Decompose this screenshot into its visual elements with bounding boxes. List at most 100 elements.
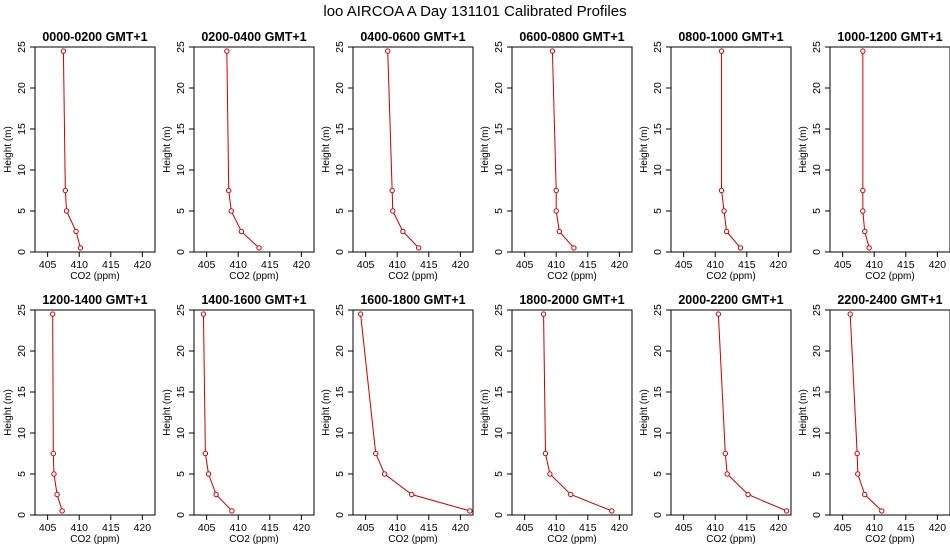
profile-panel: 0800-1000 GMT+1 405 410 415 420 CO2 (ppm) 0 5 10… — [639, 30, 792, 282]
profile-point — [467, 508, 473, 514]
y-tick-label: 25 — [493, 41, 505, 53]
x-tick-label: 405 — [675, 259, 693, 271]
y-axis-label: Height (m) — [162, 126, 173, 173]
x-tick-label: 420 — [452, 522, 470, 534]
y-tick-label: 15 — [493, 123, 505, 135]
y-axis-label: Height (m) — [639, 126, 650, 173]
x-tick-label: 420 — [293, 522, 311, 534]
figure-title: loo AIRCOA A Day 131101 Calibrated Profi… — [323, 3, 626, 20]
y-tick-label: 15 — [334, 386, 346, 398]
x-tick-label: 410 — [865, 522, 883, 534]
plot-frame — [670, 309, 792, 516]
profile-point — [59, 508, 65, 514]
profile-point — [63, 208, 70, 214]
profile-point — [77, 245, 84, 251]
profile-point — [571, 245, 577, 251]
x-tick-label: 420 — [452, 259, 470, 271]
profile-point — [415, 245, 422, 251]
profile-point — [860, 187, 866, 194]
profile-point — [547, 471, 553, 477]
profile-point — [389, 187, 395, 194]
profile-point — [49, 311, 56, 317]
x-tick-label: 420 — [611, 259, 629, 271]
y-tick-label: 20 — [811, 82, 823, 94]
profile-point — [862, 228, 868, 235]
panel-title: 1200-1400 GMT+1 — [42, 293, 147, 307]
profile-line — [226, 51, 260, 249]
x-tick-label: 420 — [134, 522, 152, 534]
profile-point — [879, 508, 885, 514]
x-tick-label: 405 — [834, 259, 852, 271]
profile-line — [849, 314, 883, 512]
x-tick-label: 415 — [420, 522, 438, 534]
y-tick-label: 15 — [16, 123, 28, 135]
y-tick-label: 10 — [811, 427, 823, 439]
x-tick-label: 410 — [70, 522, 88, 534]
x-tick-label: 410 — [865, 259, 883, 271]
panel-title: 0000-0200 GMT+1 — [42, 30, 147, 44]
y-tick-label: 20 — [811, 345, 823, 357]
profile-point — [213, 491, 219, 498]
y-tick-label: 15 — [811, 386, 823, 398]
x-tick-label: 415 — [261, 259, 279, 271]
plot-frame — [193, 309, 315, 516]
x-tick-label: 415 — [738, 522, 756, 534]
x-tick-label: 420 — [611, 522, 629, 534]
y-tick-label: 15 — [493, 386, 505, 398]
profile-point — [400, 228, 406, 235]
x-axis-label: CO2 (ppm) — [706, 271, 755, 282]
profile-point — [860, 48, 866, 54]
y-tick-label: 25 — [16, 304, 28, 316]
y-tick-label: 15 — [175, 386, 187, 398]
profile-point — [409, 491, 415, 498]
panel-title: 1000-1200 GMT+1 — [837, 30, 942, 44]
profile-point — [866, 245, 872, 251]
y-axis-label: Height (m) — [3, 389, 14, 436]
y-tick-label: 25 — [16, 41, 28, 53]
x-tick-label: 410 — [547, 259, 565, 271]
profile-panel: 2200-2400 GMT+1 405 410 415 420 CO2 (ppm) 0 5 10… — [798, 293, 950, 545]
y-tick-label: 0 — [493, 512, 505, 518]
panel-title: 0600-0800 GMT+1 — [519, 30, 624, 44]
y-tick-label: 25 — [334, 304, 346, 316]
y-tick-label: 5 — [334, 471, 346, 477]
profile-line — [717, 314, 787, 512]
x-tick-label: 405 — [39, 259, 57, 271]
y-tick-label: 10 — [652, 427, 664, 439]
profile-panel: 1800-2000 GMT+1 405 410 415 420 CO2 (ppm) 0 5 10… — [480, 293, 633, 545]
x-axis-label: CO2 (ppm) — [388, 271, 437, 282]
x-tick-label: 405 — [675, 522, 693, 534]
profile-point — [385, 48, 391, 54]
x-tick-label: 405 — [198, 259, 216, 271]
y-tick-label: 20 — [652, 345, 664, 357]
x-tick-label: 410 — [706, 522, 724, 534]
profile-point — [229, 508, 235, 514]
profile-point — [228, 208, 234, 214]
x-axis-label: CO2 (ppm) — [229, 534, 278, 545]
panel-title: 1600-1800 GMT+1 — [360, 293, 465, 307]
plot-frame — [34, 309, 156, 516]
y-tick-label: 10 — [334, 164, 346, 176]
x-axis-label: CO2 (ppm) — [70, 534, 119, 545]
y-tick-label: 5 — [652, 471, 664, 477]
profile-point — [862, 491, 868, 498]
y-tick-label: 5 — [16, 471, 28, 477]
profile-point — [54, 491, 60, 498]
y-axis-label: Height (m) — [480, 389, 491, 436]
y-tick-label: 10 — [16, 427, 28, 439]
profile-point — [724, 471, 730, 477]
x-tick-label: 415 — [420, 259, 438, 271]
y-tick-label: 20 — [493, 345, 505, 357]
x-tick-label: 410 — [70, 259, 88, 271]
x-tick-label: 405 — [516, 259, 534, 271]
y-tick-label: 0 — [493, 249, 505, 255]
y-axis-label: Height (m) — [639, 389, 650, 436]
profile-point — [723, 228, 730, 235]
profile-panel: 2000-2200 GMT+1 405 410 415 420 CO2 (ppm) 0 5 10… — [639, 293, 792, 545]
plot-frame — [511, 46, 633, 253]
profile-point — [718, 187, 725, 194]
y-tick-label: 10 — [16, 164, 28, 176]
profile-line — [52, 314, 63, 512]
y-tick-label: 0 — [16, 249, 28, 255]
